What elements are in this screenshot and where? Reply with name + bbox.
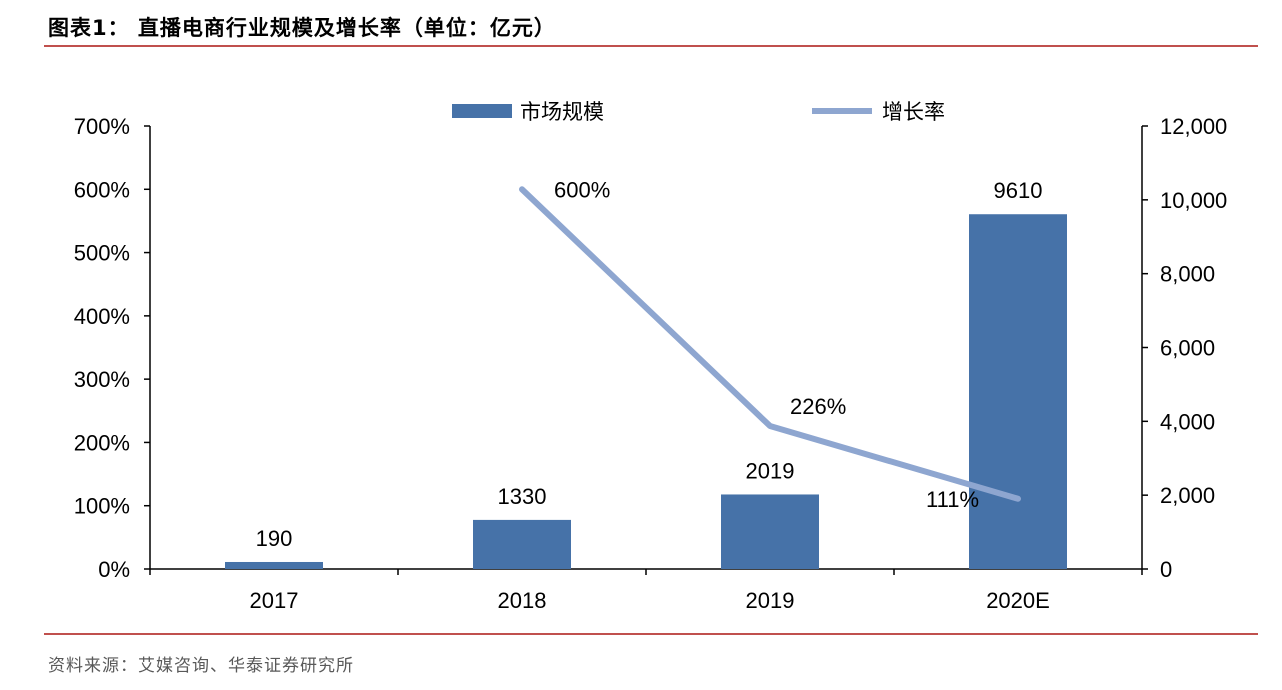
bar — [473, 519, 571, 569]
bar — [969, 214, 1067, 569]
footer-divider — [44, 633, 1258, 635]
legend-label-bar: 市场规模 — [520, 100, 604, 124]
bar — [721, 494, 819, 569]
y-left-tick-label: 100% — [74, 494, 130, 519]
y-left-tick-label: 600% — [74, 177, 130, 202]
x-tick-label: 2020E — [986, 588, 1050, 613]
x-tick-label: 2017 — [250, 588, 299, 613]
source-note: 资料来源：艾媒咨询、华泰证券研究所 — [48, 656, 354, 676]
y-right-tick-label: 8,000 — [1160, 262, 1215, 287]
y-right-tick-label: 6,000 — [1160, 336, 1215, 361]
y-right-tick-label: 12,000 — [1160, 114, 1227, 139]
x-tick-label: 2019 — [746, 588, 795, 613]
y-left-tick-label: 0% — [98, 557, 130, 582]
line-data-label: 226% — [790, 394, 846, 419]
bar — [225, 561, 323, 569]
legend-swatch-bar — [452, 104, 512, 118]
y-left-tick-label: 200% — [74, 430, 130, 455]
y-left-tick-label: 400% — [74, 304, 130, 329]
line-series — [519, 186, 1021, 502]
y-right-tick-label: 0 — [1160, 557, 1172, 582]
y-right-tick-label: 4,000 — [1160, 409, 1215, 434]
bar-data-label: 1330 — [498, 484, 547, 509]
line-data-label: 600% — [554, 177, 610, 202]
line-data-label: 111% — [926, 487, 979, 512]
chart-title: 图表1： 直播电商行业规模及增长率（单位：亿元） — [48, 16, 556, 40]
y-left-tick-label: 300% — [74, 367, 130, 392]
bar-data-label: 2019 — [746, 458, 795, 483]
bar-data-label: 190 — [256, 526, 293, 551]
y-right-tick-label: 2,000 — [1160, 483, 1215, 508]
legend-label-line: 增长率 — [882, 100, 945, 124]
y-left-tick-label: 700% — [74, 114, 130, 139]
bar-data-label: 9610 — [994, 178, 1043, 203]
bar-series — [225, 214, 1067, 569]
axes: 0% 100% 200% 300% 400% 500% 600% 700% 0 2,000 4,00… — [74, 114, 1228, 613]
growth-line — [519, 186, 1021, 502]
legend: 市场规模 增长率 — [452, 100, 945, 124]
title-divider — [44, 45, 1258, 47]
data-labels: 190 1330 2019 9610 600% 226% 111% — [256, 177, 1043, 551]
y-left-tick-label: 500% — [74, 241, 130, 266]
x-tick-label: 2018 — [498, 588, 547, 613]
y-right-tick-label: 10,000 — [1160, 188, 1227, 213]
